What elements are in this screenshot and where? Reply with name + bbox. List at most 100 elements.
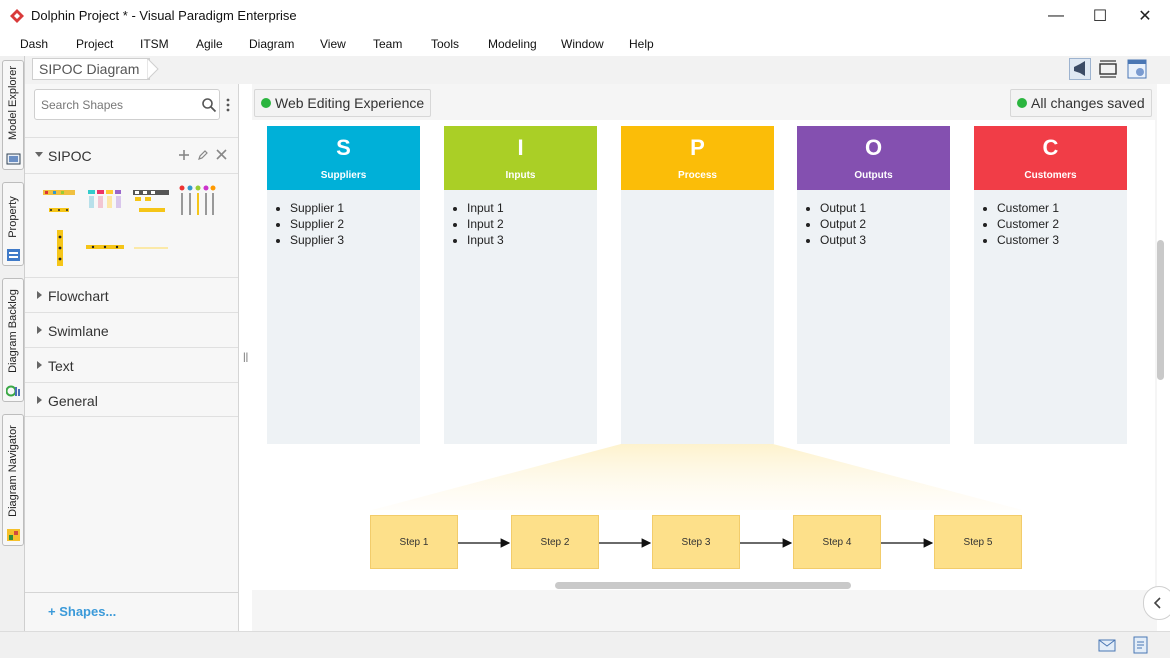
sipoc-title: Inputs <box>505 170 536 181</box>
sipoc-shape-2[interactable] <box>86 186 122 216</box>
sipoc-letter: I <box>517 135 524 160</box>
sipoc-column-suppliers[interactable]: S Suppliers Supplier 1 Supplier 2 Suppli… <box>267 126 420 444</box>
shape-panel <box>25 84 239 631</box>
maximize-button[interactable]: ☐ <box>1092 8 1108 25</box>
menu-itsm[interactable]: ITSM <box>140 37 169 51</box>
sipoc-shape-6[interactable] <box>85 242 125 252</box>
list-item: Supplier 2 <box>290 216 344 232</box>
list-item: Supplier 3 <box>290 232 344 248</box>
chevron-right-icon <box>37 396 42 404</box>
layout-settings-icon[interactable] <box>1126 58 1148 80</box>
sipoc-title: Suppliers <box>320 170 367 181</box>
property-icon <box>7 249 20 261</box>
menu-team[interactable]: Team <box>373 37 403 51</box>
group-flowchart[interactable]: Flowchart <box>25 277 238 312</box>
save-status: All changes saved <box>1010 89 1152 117</box>
tab-diagram-navigator[interactable]: Diagram Navigator <box>2 414 24 546</box>
menu-agile[interactable]: Agile <box>196 37 223 51</box>
sipoc-column-customers[interactable]: C Customers Customer 1 Customer 2 Custom… <box>974 126 1127 444</box>
close-icon[interactable] <box>216 149 227 160</box>
chevron-right-icon <box>37 291 42 299</box>
process-step-1[interactable]: Step 1 <box>370 515 458 569</box>
sipoc-header-inputs: I Inputs <box>444 126 597 190</box>
list-item: Customer 3 <box>997 232 1059 248</box>
web-editing-status[interactable]: Web Editing Experience <box>254 89 432 117</box>
menu-help[interactable]: Help <box>629 37 654 51</box>
more-options-icon[interactable] <box>226 97 230 113</box>
sipoc-header-suppliers: S Suppliers <box>267 126 420 190</box>
process-step-4[interactable]: Step 4 <box>793 515 881 569</box>
sipoc-column-inputs[interactable]: I Inputs Input 1 Input 2 Input 3 <box>444 126 597 444</box>
horizontal-scrollbar[interactable] <box>555 582 851 589</box>
sipoc-letter: O <box>864 135 883 160</box>
save-status-label: All changes saved <box>1031 95 1145 111</box>
mail-icon[interactable] <box>1098 639 1116 652</box>
close-button[interactable]: ✕ <box>1138 8 1152 25</box>
list-item: Customer 2 <box>997 216 1059 232</box>
sipoc-title: Customers <box>1024 170 1077 181</box>
status-dot-icon <box>261 98 271 108</box>
sipoc-items: Customer 1 Customer 2 Customer 3 <box>997 200 1059 248</box>
menu-tools[interactable]: Tools <box>431 37 460 51</box>
process-expansion-funnel <box>372 444 1022 510</box>
search-shapes-box[interactable]: Search Shapes <box>34 89 220 120</box>
process-step-5[interactable]: Step 5 <box>934 515 1022 569</box>
fit-diagram-icon[interactable] <box>1097 58 1119 80</box>
tab-model-explorer-label: Model Explorer <box>7 66 19 140</box>
process-step-2[interactable]: Step 2 <box>511 515 599 569</box>
list-item: Customer 1 <box>997 200 1059 216</box>
sipoc-shape-5[interactable] <box>54 229 66 267</box>
sipoc-shape-3[interactable] <box>131 186 171 216</box>
minimize-button[interactable]: — <box>1048 7 1064 24</box>
group-text[interactable]: Text <box>25 347 238 382</box>
menu-dash[interactable]: Dash <box>20 37 49 51</box>
panel-splitter-handle[interactable]: || <box>243 352 249 363</box>
sipoc-column-outputs[interactable]: O Outputs Output 1 Output 2 Output 3 <box>797 126 950 444</box>
edit-icon[interactable] <box>197 149 209 161</box>
menu-project[interactable]: Project <box>76 37 114 51</box>
more-shapes-link[interactable]: + Shapes... <box>48 604 117 619</box>
search-icon[interactable] <box>201 97 217 113</box>
group-flowchart-label: Flowchart <box>48 288 109 304</box>
side-tab-strip: Model Explorer Property Diagram Backlog … <box>0 56 25 633</box>
sipoc-column-process[interactable]: P Process <box>621 126 774 444</box>
notes-icon[interactable] <box>1133 636 1149 654</box>
sipoc-shape-7[interactable] <box>133 245 169 251</box>
group-sipoc[interactable]: SIPOC <box>25 137 238 173</box>
breadcrumb-arrow-icon <box>147 58 159 80</box>
menu-window[interactable]: Window <box>561 37 604 51</box>
collapse-panel-button[interactable] <box>1143 586 1170 620</box>
list-item: Input 2 <box>467 216 504 232</box>
diagram-toolbar <box>25 56 1170 84</box>
tab-model-explorer[interactable]: Model Explorer <box>2 60 24 170</box>
sipoc-header-customers: C Customers <box>974 126 1127 190</box>
tab-diagram-backlog-label: Diagram Backlog <box>7 289 19 373</box>
add-icon[interactable] <box>178 149 190 161</box>
announcement-icon[interactable] <box>1069 58 1091 80</box>
vertical-scrollbar[interactable] <box>1157 240 1164 380</box>
search-input[interactable]: Search Shapes <box>41 98 124 112</box>
diagram-backlog-icon <box>6 385 20 397</box>
chevron-left-icon <box>1153 597 1161 609</box>
menu-modeling[interactable]: Modeling <box>488 37 537 51</box>
process-step-3[interactable]: Step 3 <box>652 515 740 569</box>
shapes-divider <box>25 592 238 593</box>
chevron-right-icon <box>37 326 42 334</box>
visual-paradigm-logo-icon <box>10 9 24 23</box>
menu-view[interactable]: View <box>320 37 346 51</box>
status-bar <box>0 631 1170 658</box>
tab-property[interactable]: Property <box>2 182 24 266</box>
sipoc-letter: C <box>1042 135 1059 160</box>
menu-diagram[interactable]: Diagram <box>249 37 295 51</box>
sipoc-shape-4[interactable] <box>177 184 217 218</box>
group-general[interactable]: General <box>25 382 238 417</box>
sipoc-title: Outputs <box>854 170 893 181</box>
sipoc-shape-1[interactable] <box>41 186 77 216</box>
list-item: Output 2 <box>820 216 866 232</box>
group-swimlane[interactable]: Swimlane <box>25 312 238 347</box>
tab-diagram-navigator-label: Diagram Navigator <box>7 425 19 517</box>
sipoc-title: Process <box>678 170 717 181</box>
group-text-label: Text <box>48 358 74 374</box>
tab-diagram-backlog[interactable]: Diagram Backlog <box>2 278 24 402</box>
breadcrumb[interactable]: SIPOC Diagram <box>32 58 151 80</box>
